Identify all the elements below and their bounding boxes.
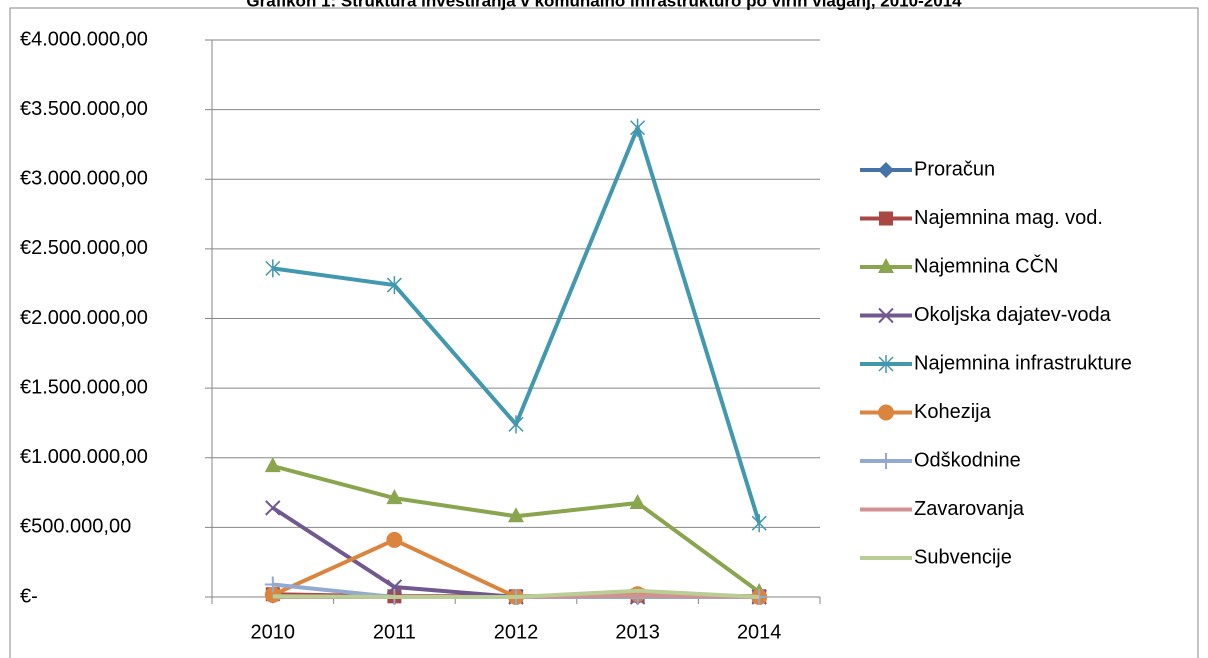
chart-frame xyxy=(9,7,1199,658)
y-tick-label: €4.000.000,00 xyxy=(20,28,148,50)
marker xyxy=(264,457,281,473)
legend-label: Kohezija xyxy=(914,401,992,423)
marker xyxy=(386,489,403,505)
legend-label: Proračun xyxy=(914,158,995,180)
marker xyxy=(265,500,281,516)
marker xyxy=(386,579,403,595)
chart-title: Grafikon 1: Struktura investiranja v kom… xyxy=(246,0,962,10)
series-line xyxy=(272,588,760,599)
marker xyxy=(386,276,402,295)
marker xyxy=(386,531,403,548)
y-tick-label: €1.500.000,00 xyxy=(20,376,148,398)
legend-label: Subvencije xyxy=(914,546,1012,568)
legend-label: Odškodnine xyxy=(914,449,1021,471)
legend-label: Zavarovanja xyxy=(914,498,1025,520)
y-tick-label: €1.000.000,00 xyxy=(20,446,148,468)
y-tick-label: €3.500.000,00 xyxy=(20,98,148,120)
marker xyxy=(878,258,894,273)
marker xyxy=(265,259,281,278)
y-tick-label: €500.000,00 xyxy=(20,516,131,538)
marker xyxy=(751,514,767,533)
marker xyxy=(264,576,281,593)
marker xyxy=(878,162,894,178)
legend-label: Okoljska dajatev-voda xyxy=(914,304,1112,326)
marker xyxy=(629,494,646,510)
marker xyxy=(879,211,893,226)
marker xyxy=(878,404,894,421)
legend-label: Najemnina CČN xyxy=(914,254,1059,277)
x-tick-label: 2012 xyxy=(494,621,539,643)
marker xyxy=(630,118,646,137)
y-tick-label: €2.000.000,00 xyxy=(20,307,148,329)
legend-label: Najemnina infrastrukture xyxy=(914,352,1132,374)
y-tick-label: €2.500.000,00 xyxy=(20,237,148,259)
marker xyxy=(878,453,894,469)
legend-label: Najemnina mag. vod. xyxy=(914,207,1103,229)
x-tick-label: 2014 xyxy=(737,621,782,643)
y-tick-label: €- xyxy=(20,585,38,607)
marker xyxy=(508,507,524,523)
y-tick-label: €3.000.000,00 xyxy=(20,168,148,190)
marker xyxy=(878,355,894,373)
x-tick-label: 2013 xyxy=(615,621,660,643)
marker xyxy=(878,307,894,324)
x-tick-label: 2010 xyxy=(251,621,296,643)
marker xyxy=(508,415,524,434)
x-tick-label: 2011 xyxy=(373,621,416,643)
